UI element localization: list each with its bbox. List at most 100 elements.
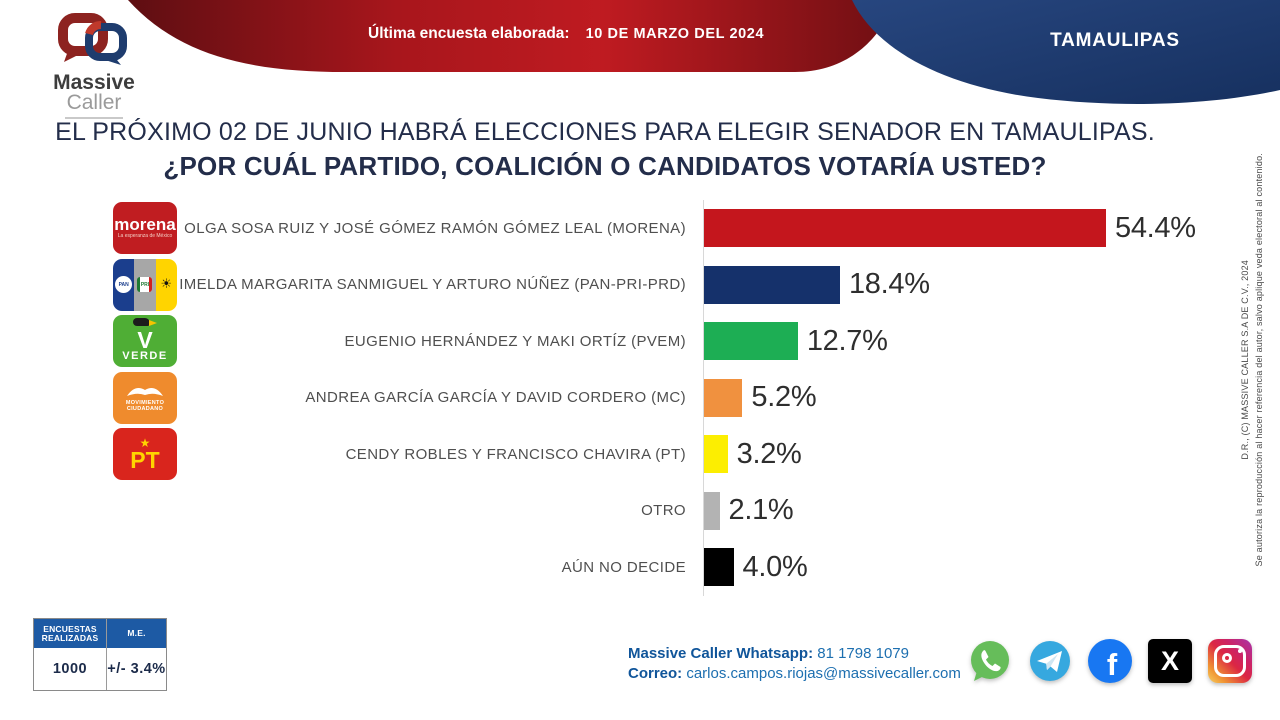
red-ribbon — [128, 0, 895, 72]
facebook-icon[interactable]: f — [1088, 639, 1132, 683]
chart-row: AÚN NO DECIDE 4.0% — [113, 539, 1252, 596]
email-address: carlos.campos.riojas@massivecaller.com — [686, 665, 961, 682]
stats-value-me: +/- 3.4% — [107, 661, 166, 677]
percentage-value: 4.0% — [742, 550, 808, 583]
result-bar — [704, 322, 798, 361]
pvem-party-logo: V VERDE — [113, 315, 177, 368]
chart-row: OTRO 2.1% — [113, 482, 1252, 539]
stats-table-header: ENCUESTAS REALIZADAS M.E. — [34, 619, 166, 648]
candidate-label: AÚN NO DECIDE — [561, 558, 686, 576]
pt-star-icon: ★ — [139, 435, 151, 450]
percentage-value: 18.4% — [848, 268, 930, 301]
chart-row: ★ PT CENDY ROBLES Y FRANCISCO CHAVIRA (P… — [113, 426, 1252, 483]
brand-rule — [65, 117, 123, 119]
result-bar — [704, 491, 720, 530]
blue-ribbon — [852, 0, 1280, 104]
prd-stripe: ☀ — [155, 258, 177, 311]
pt-wordmark: PT — [130, 446, 160, 473]
mc-eagle-icon — [127, 388, 163, 397]
chart-row: PAN PRI ☀ IMELDA MARGARITA SANMIGUEL Y A… — [113, 256, 1252, 313]
result-bar — [704, 209, 1107, 248]
pri-emblem-icon: PRI — [137, 277, 153, 293]
chat-bubbles-icon — [58, 13, 127, 65]
percentage-value: 12.7% — [806, 324, 888, 357]
bar-track: 5.2% — [703, 369, 1252, 426]
chart-row: MOVIMIENTO CIUDADANO ANDREA GARCÍA GARCÍ… — [113, 369, 1252, 426]
toucan-icon — [133, 318, 157, 327]
percentage-value: 5.2% — [751, 381, 817, 414]
question-line-1: EL PRÓXIMO 02 DE JUNIO HABRÁ ELECCIONES … — [55, 118, 1155, 146]
whatsapp-line: Massive Caller Whatsapp: 81 1798 1079 — [628, 644, 961, 664]
party-logo-slot: V VERDE — [113, 315, 177, 368]
candidate-label: EUGENIO HERNÁNDEZ Y MAKI ORTÍZ (PVEM) — [344, 332, 686, 350]
party-logo-slot: morena La esperanza de México — [113, 202, 177, 255]
bar-track: 12.7% — [703, 313, 1252, 370]
candidate-label: CENDY ROBLES Y FRANCISCO CHAVIRA (PT) — [345, 445, 686, 463]
bar-track: 54.4% — [703, 200, 1252, 257]
stats-table-row: 1000 +/- 3.4% — [34, 648, 166, 690]
percentage-value: 2.1% — [728, 494, 794, 527]
pan-pri-prd-coalition-logo: PAN PRI ☀ — [113, 258, 177, 311]
instagram-icon[interactable] — [1208, 639, 1252, 683]
result-bar — [704, 378, 743, 417]
result-bar — [704, 435, 728, 474]
mc-wordmark: MOVIMIENTO CIUDADANO — [125, 400, 165, 413]
verde-v-mark: V — [137, 326, 153, 353]
whatsapp-icon[interactable] — [968, 639, 1012, 683]
bar-track: 18.4% — [703, 256, 1252, 313]
bar-track: 2.1% — [703, 482, 1252, 539]
copyright-sidebar: D.R., (C) MASSIVE CALLER S.A DE C.V., 20… — [1240, 128, 1264, 592]
survey-date-value: 10 DE MARZO DEL 2024 — [585, 26, 765, 42]
pan-stripe: PAN — [113, 258, 135, 311]
party-logo-slot: PAN PRI ☀ — [113, 258, 177, 311]
candidate-label: OTRO — [641, 502, 686, 520]
brand-word-massive: Massive — [53, 71, 135, 94]
x-twitter-icon[interactable]: X — [1148, 639, 1192, 683]
morena-tagline: La esperanza de México — [117, 233, 173, 240]
stats-header-me: M.E. — [127, 628, 146, 638]
party-logo-slot: ★ PT — [113, 428, 177, 481]
party-logo-slot: MOVIMIENTO CIUDADANO — [113, 371, 177, 424]
survey-date-banner: Última encuesta elaborada: 10 DE MARZO D… — [368, 25, 764, 43]
bar-track: 4.0% — [703, 539, 1252, 596]
results-chart: morena La esperanza de México OLGA SOSA … — [113, 200, 1252, 596]
whatsapp-label: Massive Caller Whatsapp: — [628, 645, 814, 662]
mc-party-logo: MOVIMIENTO CIUDADANO — [113, 371, 177, 424]
chart-row: morena La esperanza de México OLGA SOSA … — [113, 200, 1252, 257]
survey-date-label: Última encuesta elaborada: — [368, 25, 570, 42]
morena-wordmark: morena — [114, 215, 176, 235]
header-ribbons — [128, 0, 1280, 104]
verde-wordmark: VERDE — [122, 349, 168, 362]
stats-value-encuestas: 1000 — [34, 648, 107, 690]
bar-track: 3.2% — [703, 426, 1252, 483]
whatsapp-number: 81 1798 1079 — [817, 645, 909, 662]
stats-header-encuestas: ENCUESTAS REALIZADAS — [34, 619, 107, 648]
brand-word-caller: Caller — [66, 91, 122, 114]
candidate-label: ANDREA GARCÍA GARCÍA Y DAVID CORDERO (MC… — [305, 389, 686, 407]
question-line-2: ¿POR CUÁL PARTIDO, COALICIÓN O CANDIDATO… — [163, 151, 1047, 181]
chart-row: V VERDE EUGENIO HERNÁNDEZ Y MAKI ORTÍZ (… — [113, 313, 1252, 370]
result-bar — [704, 265, 840, 304]
state-name: TAMAULIPAS — [1050, 30, 1180, 51]
pt-party-logo: ★ PT — [113, 428, 177, 481]
massive-caller-logo: Massive Caller — [34, 12, 154, 119]
copyright-notice: Se autoriza la reproducción al hacer ref… — [1254, 153, 1264, 567]
result-bar — [704, 548, 734, 587]
morena-party-logo: morena La esperanza de México — [113, 202, 177, 255]
email-label: Correo: — [628, 665, 683, 682]
prd-sun-icon: ☀ — [160, 277, 173, 293]
social-icons: f X — [968, 639, 1252, 683]
pan-emblem-icon: PAN — [115, 276, 133, 294]
stats-table: ENCUESTAS REALIZADAS M.E. 1000 +/- 3.4% — [33, 618, 167, 691]
contact-block: Massive Caller Whatsapp: 81 1798 1079 Co… — [628, 644, 961, 684]
pri-stripe: PRI — [134, 258, 156, 311]
copyright-owner: D.R., (C) MASSIVE CALLER S.A DE C.V., 20… — [1240, 260, 1250, 460]
percentage-value: 54.4% — [1115, 211, 1196, 244]
candidate-label: OLGA SOSA RUIZ Y JOSÉ GÓMEZ RAMÓN GÓMEZ … — [184, 219, 686, 237]
telegram-icon[interactable] — [1028, 639, 1072, 683]
candidate-label: IMELDA MARGARITA SANMIGUEL Y ARTURO NÚÑE… — [179, 276, 686, 294]
percentage-value: 3.2% — [736, 437, 802, 470]
question-title: EL PRÓXIMO 02 DE JUNIO HABRÁ ELECCIONES … — [0, 118, 1210, 182]
email-line: Correo: carlos.campos.riojas@massivecall… — [628, 664, 961, 684]
